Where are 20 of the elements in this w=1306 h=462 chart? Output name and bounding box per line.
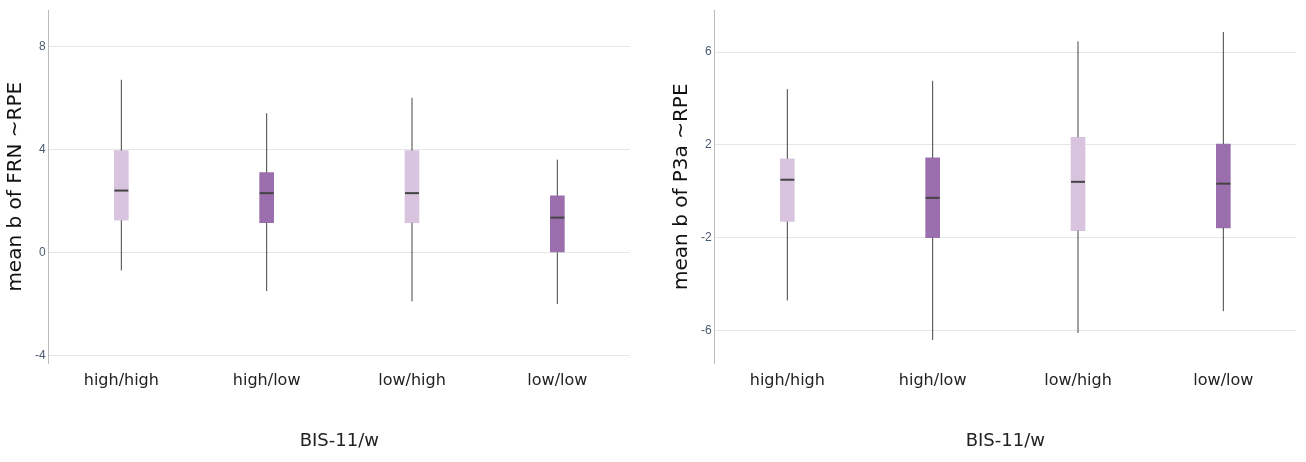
x-tick-label: high/high xyxy=(749,369,825,389)
y-tick-label: 8 xyxy=(38,38,46,53)
x-tick-label: high/low xyxy=(898,369,967,389)
y-tick-label: -6 xyxy=(701,323,712,337)
y-axis-title: mean b of FRN ~RPE xyxy=(2,81,27,292)
y-axis-title: mean b of P3a ~RPE xyxy=(668,83,693,290)
y-tick-label: 2 xyxy=(704,137,712,152)
x-tick-label: high/low xyxy=(232,369,301,389)
y-tick-label: 4 xyxy=(38,141,46,156)
y-tick-label: 6 xyxy=(704,44,712,59)
x-axis-title: BIS-11/w xyxy=(299,428,379,450)
x-tick-label: low/high xyxy=(378,369,446,389)
y-tick-label: 0 xyxy=(38,244,46,259)
x-tick-label: low/low xyxy=(1193,369,1254,389)
x-tick-label: high/high xyxy=(83,369,159,389)
x-tick-label: low/high xyxy=(1044,369,1112,389)
y-tick-label: -4 xyxy=(35,347,46,362)
y-tick-label: -2 xyxy=(701,230,712,245)
x-axis-title: BIS-11/w xyxy=(965,428,1045,450)
x-tick-label: low/low xyxy=(527,369,588,389)
